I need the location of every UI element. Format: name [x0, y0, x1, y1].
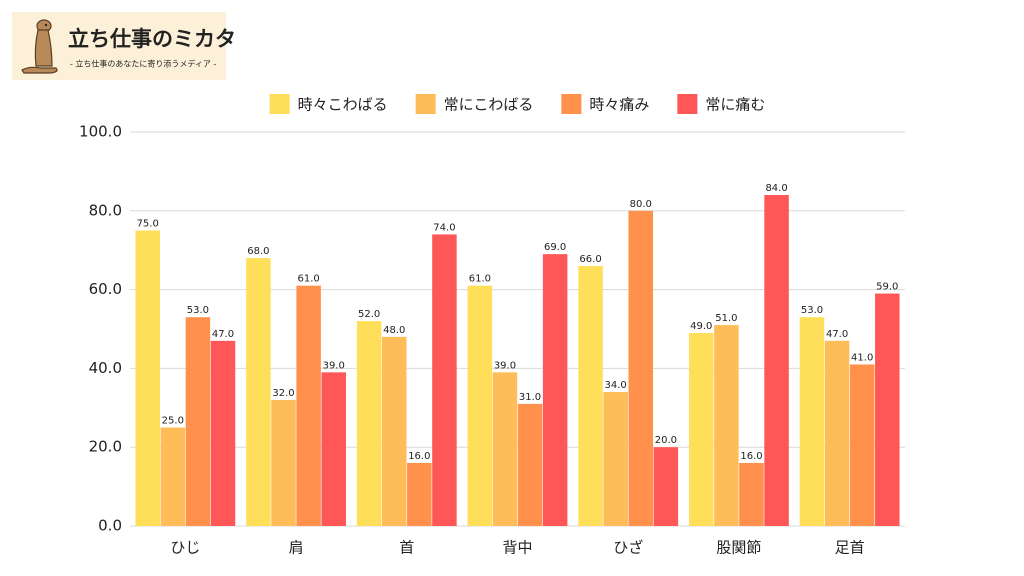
bar [653, 447, 679, 526]
meerkat-icon [21, 19, 58, 74]
legend-label: 常にこわばる [444, 96, 534, 114]
bar [849, 364, 875, 526]
y-tick-label: 20.0 [89, 438, 122, 456]
bar [714, 325, 739, 526]
bar [542, 254, 568, 526]
value-label: 61.0 [469, 274, 491, 285]
value-label: 51.0 [715, 313, 737, 324]
bar [467, 285, 493, 526]
value-label: 84.0 [765, 183, 787, 194]
value-label: 48.0 [383, 325, 405, 336]
bar [799, 317, 825, 526]
bar [407, 462, 432, 526]
bar [246, 258, 271, 526]
value-label: 34.0 [605, 380, 627, 391]
legend-swatch [415, 94, 436, 114]
bar [160, 427, 186, 526]
value-label: 16.0 [740, 451, 762, 462]
value-label: 47.0 [212, 329, 234, 340]
value-label: 59.0 [876, 282, 898, 293]
value-label: 49.0 [690, 321, 712, 332]
value-label: 66.0 [579, 254, 601, 265]
value-label: 16.0 [408, 451, 430, 462]
bar [517, 403, 543, 526]
value-label: 41.0 [851, 352, 873, 363]
x-tick-label: 股関節 [716, 539, 761, 557]
value-label: 53.0 [801, 305, 823, 316]
y-tick-label: 0.0 [98, 517, 122, 535]
bar [321, 372, 346, 526]
value-label: 20.0 [655, 435, 677, 446]
bar [628, 210, 654, 527]
y-tick-label: 60.0 [89, 280, 122, 298]
x-tick-label: 肩 [289, 539, 304, 557]
x-tick-label: ひじ [170, 539, 200, 557]
y-tick-label: 100.0 [79, 123, 122, 141]
legend-swatch [269, 94, 290, 114]
x-tick-label: 背中 [502, 539, 532, 557]
value-label: 52.0 [358, 309, 380, 320]
value-label: 31.0 [519, 392, 541, 403]
value-label: 69.0 [544, 242, 566, 253]
legend: 時々こわばる 常にこわばる 時々痛み 常に痛む [269, 94, 765, 114]
bar [432, 234, 457, 526]
bar [296, 285, 321, 526]
logo-title: 立ち仕事のミカタ [68, 27, 236, 51]
bar [271, 399, 296, 526]
bar [875, 293, 900, 526]
value-label: 80.0 [630, 199, 652, 210]
value-label: 32.0 [272, 388, 294, 399]
x-tick-label: 足首 [835, 539, 865, 557]
legend-label: 時々こわばる [298, 96, 388, 114]
value-label: 75.0 [137, 219, 159, 230]
bar [764, 195, 789, 527]
value-label: 74.0 [433, 222, 455, 233]
legend-swatch [561, 94, 582, 114]
bar [578, 265, 603, 526]
legend-label: 時々痛み [589, 96, 649, 114]
value-label: 25.0 [162, 416, 184, 427]
value-label: 39.0 [494, 360, 516, 371]
value-label: 53.0 [187, 305, 209, 316]
bar [356, 321, 382, 526]
bar [185, 317, 211, 526]
bar [739, 462, 764, 526]
legend-label: 常に痛む [705, 96, 765, 114]
value-label: 47.0 [826, 329, 848, 340]
bar [381, 336, 407, 526]
y-tick-label: 80.0 [89, 201, 122, 219]
value-label: 39.0 [323, 360, 345, 371]
legend-swatch [677, 94, 698, 114]
bar [824, 340, 850, 526]
x-tick-label: ひざ [613, 539, 643, 557]
bar [689, 332, 714, 526]
x-tick-label: 首 [399, 539, 414, 557]
logo-tagline: - 立ち仕事のあなたに寄り添うメディア - [70, 59, 216, 69]
bar [135, 230, 160, 526]
bar [603, 392, 628, 526]
y-tick-label: 40.0 [89, 359, 122, 377]
logo: 立ち仕事のミカタ - 立ち仕事のあなたに寄り添うメディア - [12, 12, 236, 80]
bar [492, 372, 518, 526]
bar [210, 340, 236, 526]
value-label: 61.0 [297, 274, 319, 285]
value-label: 68.0 [247, 246, 269, 257]
